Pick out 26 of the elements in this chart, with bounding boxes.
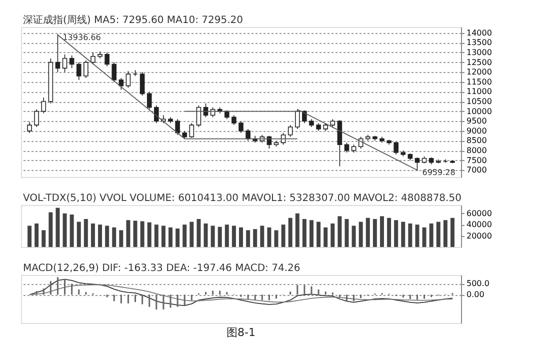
caption: 图8-1 [226,326,256,339]
y-tick-label: 13000 [466,48,492,57]
y-tick-label: 8000 [466,146,487,156]
y-tick-label: 7000 [466,166,487,175]
y-tick-label: 500.0 [466,279,490,288]
y-tick-label: 9000 [466,126,487,136]
y-tick-label: 20000 [466,231,492,240]
y-tick-label: 13500 [466,38,492,48]
text: MACD(12,26,9) DIF: -163.33 DEA: -197.46 MACD: 74.26 [23,263,300,274]
text: VOL-TDX(5,10) VVOL VOLUME: 6010413.00 MAVOL1: 5328307.00 MAVOL2: 4808878.50 [23,193,462,204]
text: 深证成指(周线) MA5: 7295.60 MA10: 7295.20 [23,14,243,26]
y-tick-label: 10000 [466,106,492,116]
annotation: 6959.28 [422,168,456,177]
y-tick-label: 9500 [466,116,487,126]
y-tick-label: 40000 [466,220,492,230]
y-tick-label: 60000 [466,208,492,218]
y-tick-label: 8500 [466,136,487,146]
y-tick-label: 11000 [466,87,492,96]
y-tick-label: 12500 [466,58,492,67]
y-tick-label: 14000 [466,28,492,38]
y-tick-label: 0.00 [466,290,484,300]
annotation: 13936.66 [62,33,101,42]
y-tick-label: 7500 [466,156,487,165]
y-tick-label: 10500 [466,97,492,106]
y-tick-label: 11500 [466,77,492,86]
y-tick-label: 12000 [466,68,492,77]
